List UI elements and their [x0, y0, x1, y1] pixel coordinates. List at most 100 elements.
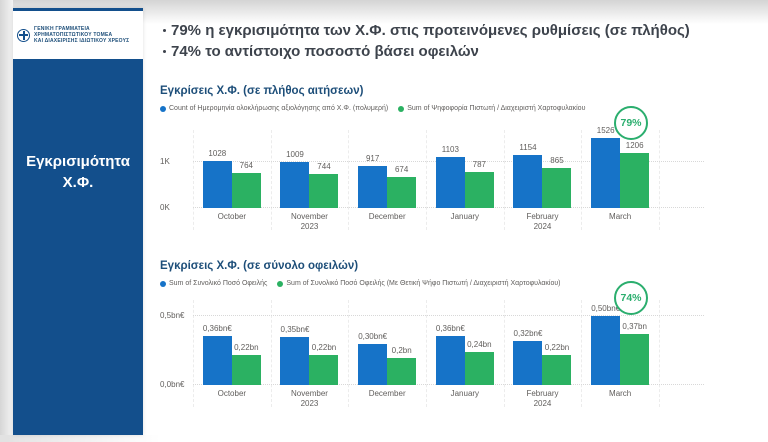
x-axis-label: October: [193, 212, 271, 222]
bar-unit: 0,50bn€: [591, 304, 621, 385]
chart-legend: Count of Ημερομηνία ολοκλήρωσης αξιολόγη…: [160, 105, 585, 112]
bar-unit: 0,36bn€: [202, 324, 232, 385]
bar-primary[interactable]: [591, 316, 621, 385]
bar-secondary[interactable]: [542, 354, 572, 385]
bar-value-label: 764: [239, 160, 253, 170]
bar-group: 0,50bn€ 0,37bn: [581, 304, 659, 385]
bar-secondary[interactable]: [387, 357, 417, 385]
bar-unit: 0,32bn€: [513, 329, 543, 385]
bar-unit: 1103: [435, 145, 465, 208]
percentage-badge: 79%: [614, 106, 648, 140]
bar-unit: 0,30bn€: [358, 332, 388, 385]
bar-value-label: 1028: [208, 148, 227, 158]
x-axis-year: 2023: [300, 222, 319, 231]
legend-dot-icon: [160, 280, 166, 287]
y-axis-label: 1K: [160, 157, 170, 167]
bar-value-label: 744: [317, 161, 331, 171]
bar-value-label: 787: [472, 159, 486, 169]
bar-unit: 0,37bn: [620, 322, 650, 385]
x-axis-month: November: [291, 389, 328, 398]
left-shadow: [0, 0, 13, 442]
x-axis-label: March: [581, 389, 659, 399]
legend-item[interactable]: Sum of Συνολικό Ποσό Οφειλής: [160, 280, 267, 287]
bar-primary[interactable]: [280, 337, 310, 385]
legend-label: Sum of Ψηφοφορία Πιστωτή / Διαχειριστή Χ…: [407, 105, 586, 112]
bar-value-label: 865: [550, 156, 564, 166]
bar-unit: 744: [309, 161, 339, 208]
x-axis-month: February: [526, 389, 559, 398]
bar-group: 0,32bn€ 0,22bn: [504, 329, 582, 385]
x-axis-month: January: [450, 389, 480, 398]
bar-primary[interactable]: [513, 155, 543, 208]
bar-primary[interactable]: [513, 341, 543, 385]
legend-label: Count of Ημερομηνία ολοκλήρωσης αξιολόγη…: [169, 105, 389, 112]
x-axis-year: 2023: [300, 399, 319, 408]
legend-item[interactable]: Sum of Ψηφοφορία Πιστωτή / Διαχειριστή Χ…: [398, 105, 585, 112]
category-separator: [270, 130, 272, 230]
bar-value-label: 917: [365, 153, 380, 163]
x-axis-label: December: [348, 212, 426, 222]
bar-primary[interactable]: [435, 157, 465, 208]
category-separator: [426, 300, 427, 407]
kpi-line-count: 79% η εγκρισιμότητα των Χ.Φ. στις προτει…: [163, 20, 690, 41]
x-axis-label: February 2024: [504, 212, 582, 232]
bar-secondary[interactable]: [387, 177, 417, 208]
x-axis-month: November: [291, 212, 328, 221]
sidebar-nav-item-approval-rate[interactable]: Εγκρισιμότητα Χ.Φ.: [13, 59, 143, 435]
bar-primary[interactable]: [591, 137, 621, 208]
x-axis-label: December: [348, 389, 426, 399]
category-separator: [193, 300, 194, 407]
chart-approvals-by-debt: Εγκρίσεις Χ.Φ. (σε σύνολο οφειλών) Sum o…: [160, 260, 760, 410]
bar-unit: 1028: [202, 148, 232, 208]
bar-unit: 0,35bn€: [280, 325, 310, 385]
sidebar-page-title-line1: Εγκρισιμότητα: [26, 153, 130, 170]
x-axis-label: October: [193, 389, 271, 399]
bar-secondary[interactable]: [620, 334, 650, 385]
bar-primary[interactable]: [358, 343, 388, 385]
category-separator: [503, 300, 505, 407]
bar-value-label: 0,37bn: [622, 322, 647, 332]
x-axis-label: February 2024: [504, 389, 582, 409]
chart-title: Εγκρίσεις Χ.Φ. (σε σύνολο οφειλών): [160, 260, 359, 272]
bar-value-label: 0,36bn€: [435, 323, 465, 333]
sidebar-page-title-line2: Χ.Φ.: [62, 174, 94, 191]
category-separator: [659, 130, 660, 230]
chart-legend: Sum of Συνολικό Ποσό Οφειλής Sum of Συνολ…: [160, 280, 561, 287]
chart-title: Εγκρίσεις Χ.Φ. (σε πλήθος αιτήσεων): [160, 85, 364, 97]
x-axis-label: March: [581, 212, 659, 222]
x-axis-label: November 2023: [271, 389, 349, 409]
bar-unit: 764: [231, 160, 261, 208]
bottom-left-shadow: [0, 435, 160, 442]
x-axis-year: 2024: [533, 222, 552, 231]
legend-item[interactable]: Count of Ημερομηνία ολοκλήρωσης αξιολόγη…: [160, 105, 388, 112]
x-axis-month: January: [450, 212, 480, 221]
bar-value-label: 674: [394, 165, 409, 175]
bar-primary[interactable]: [280, 161, 310, 208]
bar-secondary[interactable]: [620, 152, 650, 208]
bar-secondary[interactable]: [464, 171, 494, 208]
bar-secondary[interactable]: [231, 354, 261, 385]
chart-plot-area: 0,0bn€ 0,5bn€ 0,36bn€ 0,22bn October 0,35bn€ 0…: [160, 300, 704, 408]
x-axis-month: February: [526, 212, 559, 221]
bar-primary[interactable]: [358, 165, 388, 208]
bar-secondary[interactable]: [542, 168, 572, 208]
y-axis-label: 0K: [160, 203, 170, 212]
bar-unit: 1009: [280, 150, 310, 208]
legend-item[interactable]: Sum of Συνολικό Ποσό Οφειλής (Με Θετική …: [277, 280, 561, 287]
bar-secondary[interactable]: [231, 172, 261, 208]
bar-group: 0,35bn€ 0,22bn: [271, 325, 349, 385]
bar-unit: 674: [387, 165, 417, 208]
bar-primary[interactable]: [202, 160, 232, 208]
bullet-icon: [163, 29, 166, 32]
x-axis-label: January: [426, 212, 504, 222]
bar-value-label: 0,22bn: [234, 342, 259, 352]
bar-value-label: 0,2bn: [391, 345, 412, 355]
bar-secondary[interactable]: [464, 352, 494, 385]
bar-secondary[interactable]: [309, 173, 339, 208]
bar-group: 1009 744: [271, 150, 349, 208]
bar-primary[interactable]: [202, 335, 232, 385]
bar-group: 0,36bn€ 0,22bn: [193, 324, 271, 385]
bar-group: 1103 787: [426, 145, 504, 208]
bar-secondary[interactable]: [309, 354, 339, 385]
bar-primary[interactable]: [435, 335, 465, 385]
